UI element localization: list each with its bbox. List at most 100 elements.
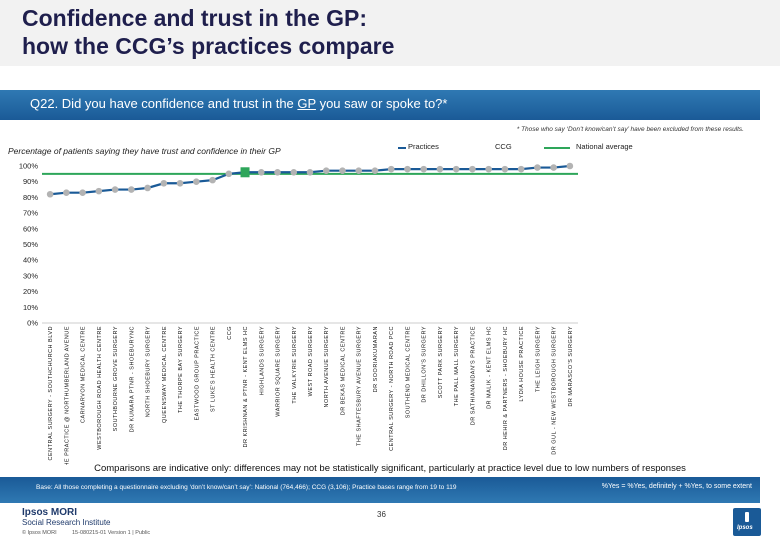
y-tick-label: 40% <box>23 256 38 265</box>
x-tick-label: DR GUL - NEW WESTBOROUGH SURGERY <box>552 326 558 455</box>
page-number: 36 <box>377 510 386 519</box>
x-tick-label: ST LUKE'S HEALTH CENTRE <box>211 326 217 412</box>
practice-point <box>550 164 557 171</box>
practice-point <box>225 170 233 178</box>
legend-ccg-swatch <box>474 144 486 150</box>
y-tick-label: 80% <box>23 193 38 202</box>
practice-point <box>387 165 395 173</box>
x-tick-label: SCOTT PARK SURGERY <box>438 326 444 398</box>
x-tick-label: LYDIA HOUSE PRACTICE <box>519 326 525 402</box>
x-tick-label: QUEENSWAY MEDICAL CENTRE <box>162 326 168 423</box>
practice-point <box>193 178 200 185</box>
practice-point <box>436 165 444 173</box>
practice-point <box>501 165 509 173</box>
x-tick-label: DR DHILLON'S SURGERY <box>422 326 428 403</box>
y-tick-label: 90% <box>23 177 38 186</box>
x-tick-label: CENTRAL SURGERY - NORTH ROAD PCC <box>389 326 395 451</box>
legend-national-line <box>544 147 570 149</box>
practice-point <box>111 186 119 193</box>
practice-point <box>95 187 103 195</box>
ccg-marker <box>240 167 250 178</box>
practice-point <box>420 165 427 173</box>
x-tick-label: NORTH AVENUE SURGERY <box>324 326 330 408</box>
practice-point <box>176 179 184 187</box>
y-tick-label: 70% <box>23 209 38 218</box>
x-tick-label: THE LEIGH SURGERY <box>535 326 541 392</box>
page-title: Confidence and trust in the GP: how the … <box>22 5 395 59</box>
x-tick-label: DR MALIK - KENT ELMS HC <box>487 326 493 409</box>
chart-svg: 0% 10% 20% 30% 40% 50% 60% 70% 80% 90% 100% CENTRAL… <box>19 162 578 465</box>
practice-point <box>63 189 70 196</box>
practice-point <box>371 167 379 175</box>
x-tick-label: THE PALL MALL SURGERY <box>454 326 460 406</box>
x-tick-label: WEST ROAD SURGERY <box>308 326 314 396</box>
x-tick-label: SOUTHEND MEDICAL CENTRE <box>405 326 411 418</box>
yes-definition: %Yes = %Yes, definitely + %Yes, to some … <box>601 483 752 490</box>
x-tick-label: THE THORPE BAY SURGERY <box>178 326 184 413</box>
x-tick-label: THE PRACTICE @ NORTHUMBERLAND AVENUE <box>64 326 70 465</box>
version-text: 15-080215-01 Version 1 | Public <box>72 530 151 536</box>
x-tick-label: SOUTHBOURNE GROVE SURGERY <box>113 326 119 431</box>
ipsos-mori-logo: Ipsos MORI <box>22 507 78 518</box>
practice-point <box>566 162 574 170</box>
x-tick-label: CCG <box>227 326 233 340</box>
x-tick-label: DR BEKAS MEDICAL CENTRE <box>340 326 346 415</box>
y-tick-label: 30% <box>23 271 38 280</box>
practice-point <box>452 165 460 173</box>
question-prefix: Q22. Did you have confidence and trust i… <box>30 96 298 111</box>
y-tick-label: 60% <box>23 224 38 233</box>
question-text: Q22. Did you have confidence and trust i… <box>30 96 447 111</box>
question-suffix: you saw or spoke to?* <box>315 96 448 111</box>
practice-point <box>355 167 363 175</box>
practice-point <box>274 168 281 176</box>
practice-point <box>46 190 54 198</box>
legend-practices-label: Practices <box>406 142 441 151</box>
practice-point <box>322 167 330 175</box>
x-tick-label: DR KRISHNAN & PTNR - KENT ELMS HC <box>243 326 249 448</box>
y-tick-label: 50% <box>23 240 38 249</box>
y-tick-label: 10% <box>23 303 38 312</box>
x-tick-label: DR HEHIR & PARTNERS - SHOEBURY HC <box>503 326 509 450</box>
question-bar <box>0 90 760 120</box>
practice-point <box>404 165 411 173</box>
x-tick-label: HIGHLANDS SURGERY <box>259 326 265 395</box>
ipsos-logo-subtitle: Social Research Institute <box>22 518 111 527</box>
legend-practices-line <box>398 147 412 149</box>
x-tick-label: WESTBOROUGH ROAD HEALTH CENTRE <box>97 326 103 450</box>
x-tick-label: NORTH SHOEBURY SURGERY <box>146 326 152 417</box>
practice-point <box>144 184 151 192</box>
x-tick-label: EASTWOOD GROUP PRACTICE <box>194 326 200 421</box>
chart-subtitle: Percentage of patients saying they have … <box>8 146 281 156</box>
x-tick-label: DR KUMARA PTNR - SHOEBURYNC <box>129 326 135 432</box>
y-tick-label: 0% <box>27 319 38 328</box>
x-tick-label: DR SOORIAKUMARAN <box>373 326 379 392</box>
ipsos-corner-logo-icon: Ipsos <box>733 508 761 536</box>
x-tick-label: THE VALKYRIE SURGERY <box>292 326 298 404</box>
practice-point <box>209 176 216 184</box>
y-tick-label: 100% <box>19 162 39 171</box>
x-tick-label: CENTRAL SURGERY - SOUTHCHURCH BLVD <box>48 326 54 460</box>
practice-point <box>306 168 314 176</box>
question-underlined: GP <box>297 96 316 111</box>
practice-point <box>160 179 168 187</box>
legend-ccg-label: CCG <box>495 142 512 151</box>
legend-national-label: National average <box>576 142 633 151</box>
practice-point <box>290 168 298 176</box>
x-tick-label: THE SHAFTESBURY AVENUE SURGERY <box>357 326 363 446</box>
practice-point <box>517 165 525 173</box>
practice-point <box>534 164 541 171</box>
y-tick-label: 20% <box>23 287 38 296</box>
x-tick-label: DR MARASCO'S SURGERY <box>568 326 574 407</box>
practice-point <box>79 189 86 196</box>
base-text: Base: All those completing a questionnai… <box>36 484 457 491</box>
comparisons-note: Comparisons are indicative only: differe… <box>94 463 686 474</box>
x-tick-label: CARNARVON MEDICAL CENTRE <box>81 326 87 423</box>
practice-point <box>339 167 346 175</box>
practice-point <box>485 165 492 173</box>
practice-point <box>469 165 476 173</box>
copyright: © Ipsos MORI <box>22 530 57 536</box>
practice-point <box>257 168 265 176</box>
title-bar <box>0 0 780 66</box>
x-tick-label: DR SATHIANANDAN'S PRACTICE <box>470 326 476 425</box>
exclusion-footnote: * Those who say ‘Don’t know/can’t say’ h… <box>516 126 744 133</box>
